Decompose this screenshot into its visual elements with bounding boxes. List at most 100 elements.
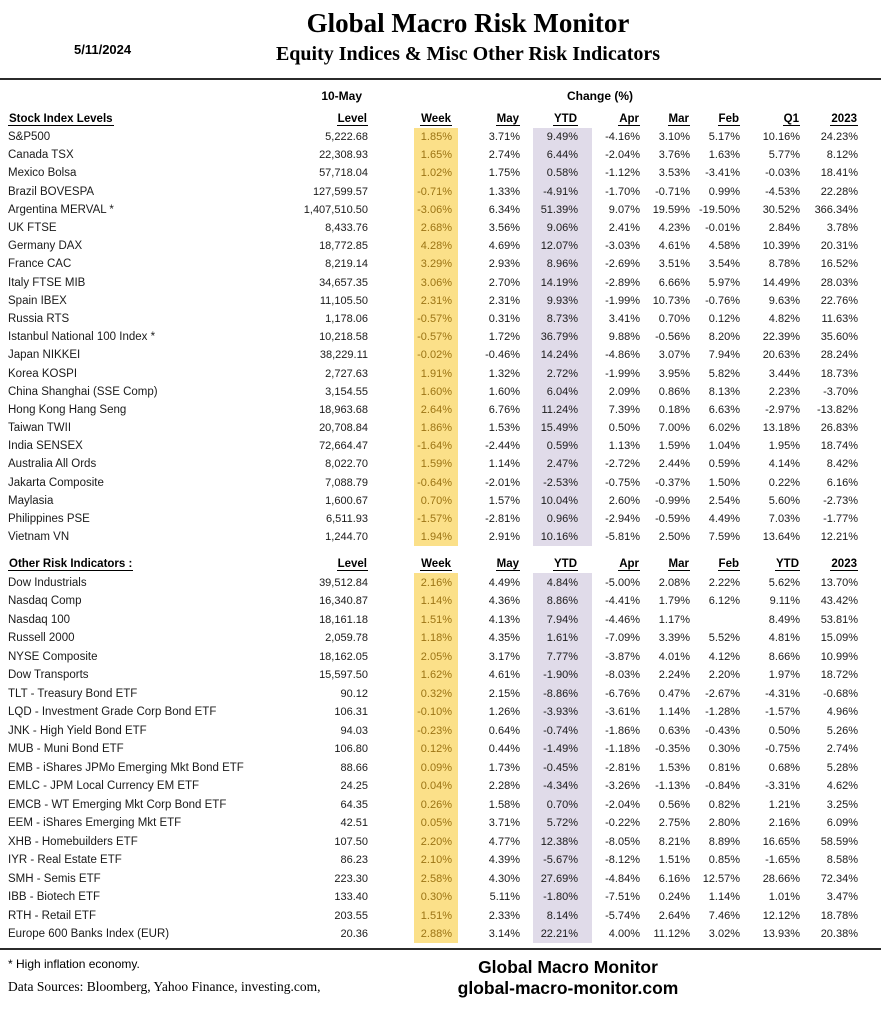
- apr-change: -2.89%: [605, 276, 640, 289]
- table-row: Canada TSX 22,308.93 1.65% 2.74% 6.44% -2.0…: [8, 146, 868, 165]
- table-row: IBB - Biotech ETF 133.40 0.30% 5.11% -1.80…: [8, 887, 868, 907]
- week-change: 2.58%: [414, 869, 458, 888]
- apr-change: -8.03%: [605, 669, 640, 682]
- y2023-change: 22.28%: [820, 185, 858, 198]
- feb-change: 2.22%: [708, 576, 740, 589]
- mar-change: 3.95%: [658, 367, 690, 380]
- y2023-change: 2.74%: [826, 743, 858, 756]
- ytd-change: -8.86%: [533, 684, 592, 703]
- instrument-name: JNK - High Yield Bond ETF: [8, 724, 147, 737]
- instrument-name: IYR - Real Estate ETF: [8, 854, 122, 867]
- apr-change: -5.81%: [605, 531, 640, 544]
- feb-change: 12.57%: [702, 872, 740, 885]
- ytd-change: -1.80%: [533, 887, 592, 907]
- feb-change: 1.63%: [708, 149, 740, 162]
- week-change: 0.12%: [414, 739, 458, 759]
- data-sources: Data Sources: Bloomberg, Yahoo Finance, …: [8, 979, 321, 995]
- table-row: Korea KOSPI 2,727.63 1.91% 1.32% 2.72% -1.9…: [8, 364, 868, 383]
- col-header-week: Week: [420, 558, 452, 572]
- apr-change: 7.39%: [608, 403, 640, 416]
- feb-change: 1.04%: [708, 440, 740, 453]
- table-row: Spain IBEX 11,105.50 2.31% 2.31% 9.93% -1.9…: [8, 291, 868, 310]
- y2023-change: 43.42%: [820, 595, 858, 608]
- table-row: Italy FTSE MIB 34,657.35 3.06% 2.70% 14.19…: [8, 273, 868, 292]
- apr-change: -6.76%: [605, 687, 640, 700]
- level-value: 18,161.18: [319, 613, 368, 626]
- table-row: France CAC 8,219.14 3.29% 2.93% 8.96% -2.69…: [8, 255, 868, 274]
- q1-change: 13.93%: [762, 928, 800, 941]
- may-change: 3.56%: [488, 222, 520, 235]
- apr-change: 4.00%: [608, 928, 640, 941]
- may-change: 3.71%: [488, 131, 520, 144]
- q1-change: 1.01%: [768, 891, 800, 904]
- feb-change: 4.58%: [708, 240, 740, 253]
- level-value: 7,088.79: [325, 476, 368, 489]
- week-change: 1.94%: [414, 528, 458, 547]
- instrument-name: Mexico Bolsa: [8, 167, 77, 180]
- apr-change: 2.09%: [608, 385, 640, 398]
- stock-index-section: Stock Index Levels Level Week May YTD Ap…: [8, 106, 868, 547]
- ytd-change: -0.45%: [533, 758, 592, 777]
- y2023-change: 3.25%: [826, 798, 858, 811]
- y2023-change: 8.58%: [826, 854, 858, 867]
- apr-change: -7.51%: [605, 891, 640, 904]
- page-title: Global Macro Risk Monitor: [306, 8, 630, 38]
- table-row: Europe 600 Banks Index (EUR) 20.36 2.88%…: [8, 924, 868, 944]
- col-header-apr: Apr: [618, 113, 640, 126]
- may-change: 3.14%: [488, 928, 520, 941]
- y2023-change: 58.59%: [820, 835, 858, 848]
- y2023-change: 18.78%: [820, 909, 858, 922]
- q1-change: 8.66%: [768, 650, 800, 663]
- instrument-name: France CAC: [8, 258, 72, 271]
- may-change: 2.28%: [488, 780, 520, 793]
- level-value: 8,219.14: [325, 258, 368, 271]
- change-pct-label: Change (%): [567, 89, 633, 103]
- y2023-change: 12.21%: [820, 531, 858, 544]
- instrument-name: Philippines PSE: [8, 513, 90, 526]
- instrument-name: Germany DAX: [8, 240, 83, 253]
- week-change: 1.51%: [414, 906, 458, 925]
- may-change: 2.70%: [488, 276, 520, 289]
- y2023-change: 5.28%: [826, 761, 858, 774]
- may-change: 1.75%: [488, 167, 520, 180]
- apr-change: -0.22%: [605, 817, 640, 830]
- y2023-change: 26.83%: [820, 422, 858, 435]
- q1-change: 10.16%: [762, 131, 800, 144]
- may-change: -2.44%: [485, 440, 520, 453]
- q1-change: 4.14%: [768, 458, 800, 471]
- footnote: * High inflation economy.: [8, 957, 140, 972]
- mar-change: 2.64%: [658, 909, 690, 922]
- instrument-name: Italy FTSE MIB: [8, 276, 86, 289]
- mar-change: 0.63%: [658, 724, 690, 737]
- level-value: 90.12: [340, 687, 368, 700]
- week-change: 2.16%: [414, 573, 458, 592]
- y2023-change: 5.26%: [826, 724, 858, 737]
- feb-change: 0.99%: [708, 185, 740, 198]
- y2023-change: 6.16%: [826, 476, 858, 489]
- y2023-change: 20.31%: [820, 240, 858, 253]
- ytd-change: 12.38%: [533, 832, 592, 851]
- week-change: 3.29%: [414, 255, 458, 274]
- week-change: 0.09%: [414, 758, 458, 777]
- q1-change: 7.03%: [768, 513, 800, 526]
- y2023-change: 15.09%: [820, 632, 858, 645]
- week-change: 2.88%: [414, 924, 458, 944]
- week-change: 4.28%: [414, 237, 458, 256]
- ytd-change: 8.96%: [533, 255, 592, 274]
- instrument-name: TLT - Treasury Bond ETF: [8, 687, 138, 700]
- asof-date-label: 10-May: [321, 89, 362, 103]
- ytd-change: 10.16%: [533, 528, 592, 547]
- ytd-change: -5.67%: [533, 850, 592, 870]
- instrument-name: EMB - iShares JPMo Emerging Mkt Bond ETF: [8, 761, 244, 774]
- level-value: 20,708.84: [319, 422, 368, 435]
- instrument-name: Nasdaq 100: [8, 613, 71, 626]
- ytd-change: 0.96%: [533, 509, 592, 529]
- ytd-change: 36.79%: [533, 328, 592, 347]
- feb-change: 7.46%: [708, 909, 740, 922]
- q1-change: -1.57%: [765, 706, 800, 719]
- level-value: 64.35: [340, 798, 368, 811]
- level-value: 86.23: [340, 854, 368, 867]
- level-value: 88.66: [340, 761, 368, 774]
- apr-change: 0.50%: [608, 422, 640, 435]
- week-change: -0.57%: [414, 328, 458, 347]
